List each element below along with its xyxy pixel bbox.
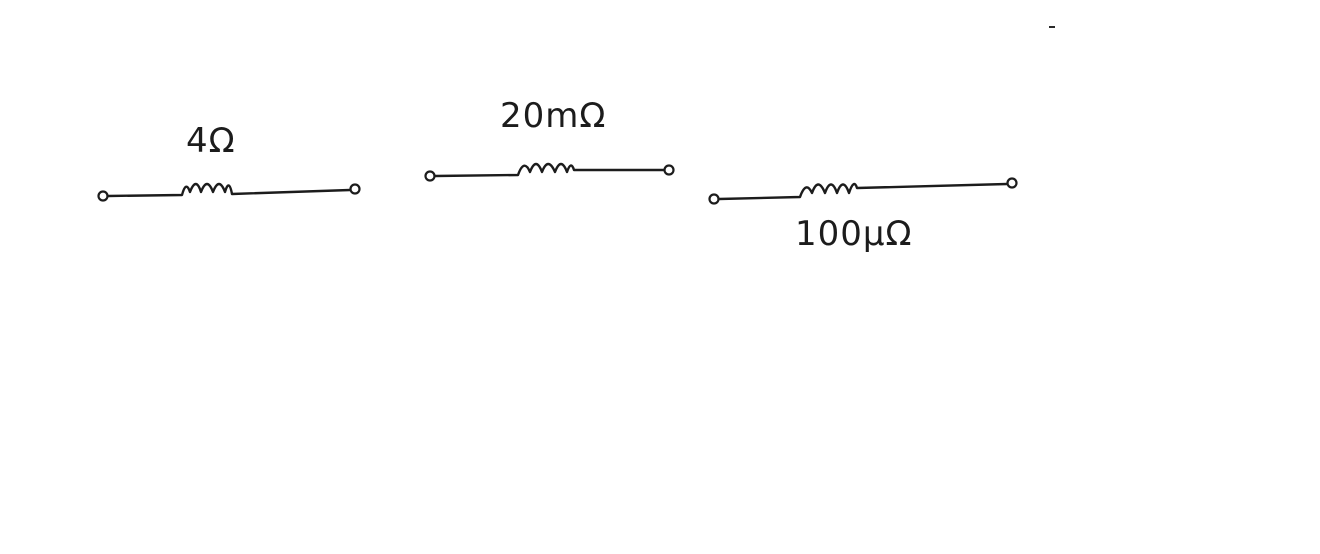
resistor-3-right-terminal: [1006, 177, 1018, 189]
resistor-1-label: 4Ω: [186, 121, 236, 161]
resistor-2-left-terminal: [424, 170, 436, 182]
resistor-1-left-terminal: [97, 190, 109, 202]
resistor-1: 4Ω: [97, 121, 361, 202]
resistor-3-label: 100μΩ: [795, 214, 913, 254]
resistor-2-right-terminal: [663, 164, 675, 176]
resistor-3-left-terminal: [708, 193, 720, 205]
resistor-1-right-terminal: [349, 183, 361, 195]
resistor-1-wire: [106, 182, 352, 198]
resistor-2-label: 20mΩ: [500, 96, 606, 136]
resistor-3: 100μΩ: [708, 177, 1018, 254]
resistor-2-wire: [433, 162, 666, 178]
paper-speck: [1049, 26, 1055, 28]
resistor-2: 20mΩ: [424, 96, 675, 182]
resistor-3-wire: [717, 182, 1009, 201]
